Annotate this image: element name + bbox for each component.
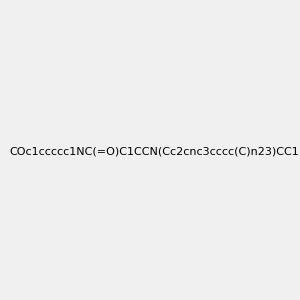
Text: COc1ccccc1NC(=O)C1CCN(Cc2cnc3cccc(C)n23)CC1: COc1ccccc1NC(=O)C1CCN(Cc2cnc3cccc(C)n23)… bbox=[9, 146, 298, 157]
